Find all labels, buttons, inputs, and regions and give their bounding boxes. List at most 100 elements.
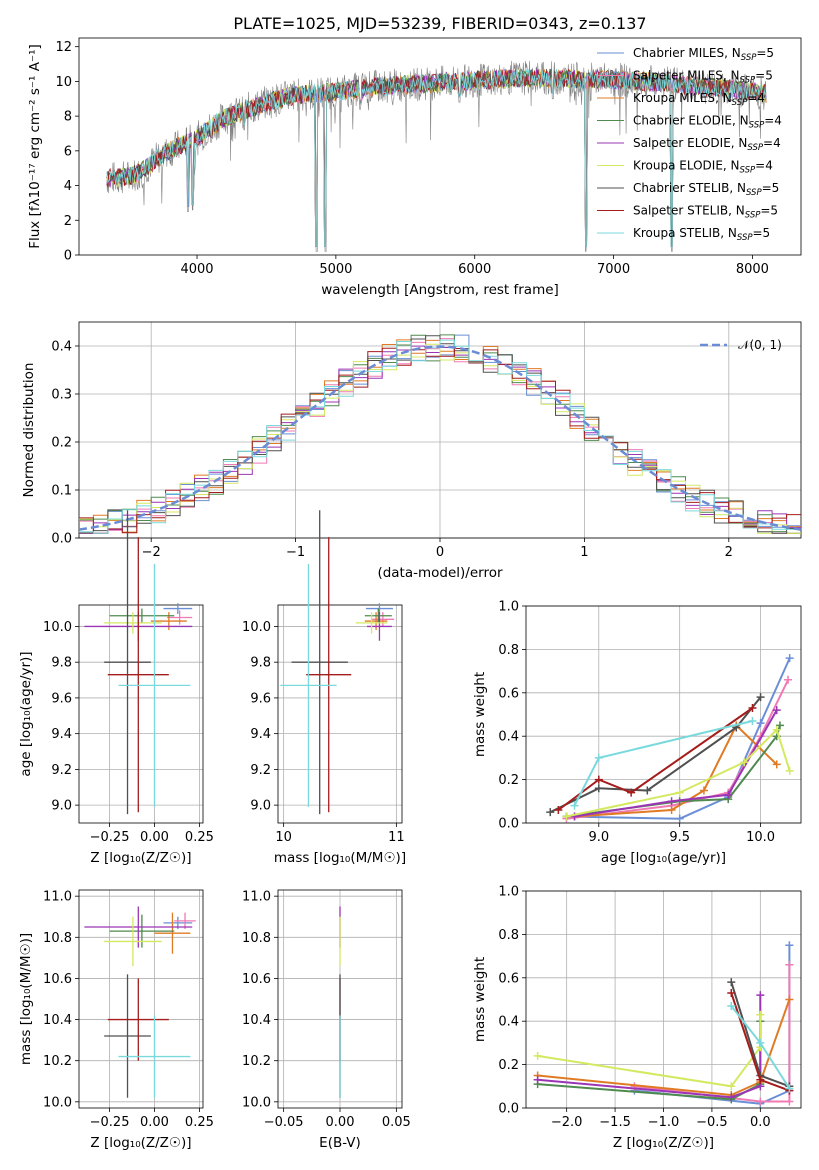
massweight-vs-age-marker-kroupa-elodie	[772, 725, 781, 734]
legend-entry: Salpeter STELIB, NSSP=5	[633, 204, 778, 221]
massweight-vs-Z-marker-kroupa-stelib	[756, 1038, 765, 1047]
age-vs-Z-frame	[78, 604, 204, 824]
massweight-vs-age-marker-chabrier-stelib	[546, 808, 555, 817]
mass-vs-Z-panel: −0.25 0.00 0.25 10.0 10.2 10.4 10.6 10.8 11.0 Z […	[18, 889, 214, 1151]
massweight-vs-age-ytick-label: 1.0	[498, 600, 519, 615]
massweight-vs-age-line-salpeter-elodie	[574, 709, 778, 818]
massweight-vs-age-ylabel: mass weight	[472, 672, 488, 757]
massweight-vs-age-xtick-label: 10.0	[746, 830, 775, 845]
residuals-histogram-salpeter-stelib	[79, 347, 801, 534]
massweight-vs-Z-marker-kroupa-elodie	[727, 1082, 736, 1091]
legend-entry: Kroupa ELODIE, NSSP=4	[633, 159, 773, 176]
residuals-xtick-label: 1	[580, 545, 588, 560]
residuals-ytick-label: 0.3	[51, 388, 72, 403]
massweight-vs-age-marker-chabrier-miles	[756, 719, 765, 728]
massweight-vs-Z-marker-kroupa-elodie	[756, 1010, 765, 1019]
mass-vs-Z-ytick-label: 11.0	[43, 890, 72, 905]
spectrum-xlabel: wavelength [Angstrom, rest frame]	[321, 282, 559, 298]
massweight-vs-Z-ytick-label: 0.4	[498, 1015, 519, 1030]
mass-vs-EBV-ytick-label: 10.2	[242, 1054, 271, 1069]
massweight-vs-age-marker-kroupa-stelib	[748, 717, 757, 726]
legend-entry-subscript: SSP	[740, 166, 756, 176]
residuals-xtick-label: −2	[142, 545, 161, 560]
age-vs-mass-ytick-label: 9.6	[250, 691, 271, 706]
spectrum-ytick-label: 4	[64, 179, 72, 194]
legend-entry-suffix: , N	[723, 69, 740, 83]
massweight-vs-Z-panel: −2.0 −1.5 −1.0 −0.5 0.0 0.0 0.2 0.4 0.6 0.8 1.0 Z […	[472, 885, 802, 1151]
residuals-histogram-kroupa-stelib	[79, 339, 801, 534]
legend-entry-name: Chabrier MILES	[633, 46, 724, 60]
legend-entry-suffix: , N	[720, 226, 737, 240]
legend-entry-name: Chabrier ELODIE	[633, 114, 732, 128]
legend-entry: Kroupa MILES, NSSP=4	[633, 91, 765, 108]
age-vs-mass-ytick-label: 9.8	[250, 656, 271, 671]
mass-vs-EBV-ytick-label: 11.0	[242, 890, 271, 905]
massweight-vs-Z-marker-salpeter-elodie	[533, 1075, 542, 1084]
massweight-vs-age-ytick-label: 0.8	[498, 643, 519, 658]
massweight-vs-Z-marker-salpeter-miles	[756, 1097, 765, 1106]
age-vs-mass-frame	[277, 604, 403, 824]
legend-entry-suffix: , N	[729, 181, 746, 195]
massweight-vs-Z-line-salpeter-elodie	[537, 995, 762, 1099]
legend-entry-subscript: SSP	[741, 53, 757, 63]
legend-entry-name: Salpeter STELIB	[633, 204, 728, 218]
massweight-vs-age-marker-salpeter-elodie	[772, 706, 781, 715]
massweight-vs-age-marker-salpeter-elodie	[667, 797, 676, 806]
massweight-vs-Z-marker-chabrier-stelib	[727, 978, 736, 987]
massweight-vs-Z-marker-salpeter-stelib	[727, 988, 736, 997]
legend-entry-name: Kroupa ELODIE	[633, 159, 723, 173]
residuals-ytick-label: 0.2	[51, 436, 72, 451]
massweight-vs-Z-ytick-label: 0.0	[498, 1102, 519, 1117]
legend-entry-suffix: , N	[728, 204, 745, 218]
mass-vs-EBV-xlabel: E(B-V)	[319, 1135, 361, 1151]
mass-vs-EBV-xtick-label: 0.00	[326, 1115, 355, 1130]
residuals-ytick-label: 0.0	[51, 532, 72, 547]
age-vs-mass-xtick-label: 11	[388, 830, 405, 845]
residuals-gaussian-curve	[78, 345, 802, 531]
residuals-xlabel: (data-model)/error	[377, 565, 503, 581]
massweight-vs-Z-marker-salpeter-miles	[785, 1097, 794, 1106]
spectrum-panel: 4000 5000 6000 7000 8000 0 2 4 6 8 10 12 wavelength …	[27, 37, 802, 298]
spectrum-ylabel: Flux [fλ10⁻¹⁷ erg cm⁻² s⁻¹ A⁻¹]	[27, 44, 43, 249]
age-vs-mass-ytick-label: 9.4	[250, 727, 271, 742]
age-vs-mass-xlabel: mass [log₁₀(M/M☉)]	[274, 850, 406, 866]
age-vs-Z-ytick-label: 9.2	[51, 763, 72, 778]
residuals-legend-label: 𝒩(0, 1)	[738, 338, 782, 352]
massweight-vs-age-marker-salpeter-miles	[784, 675, 793, 684]
massweight-vs-Z-xtick-label: −2.0	[551, 1115, 583, 1130]
spectrum-model-line-salpeter-stelib	[106, 68, 766, 247]
mass-vs-Z-ytick-label: 10.2	[43, 1054, 72, 1069]
massweight-vs-age-marker-kroupa-miles	[699, 786, 708, 795]
massweight-vs-age-ytick-label: 0.0	[498, 817, 519, 832]
massweight-vs-age-marker-chabrier-stelib	[756, 693, 765, 702]
mass-vs-EBV-ytick-label: 10.6	[242, 972, 271, 987]
massweight-vs-Z-xtick-label: 0.0	[750, 1115, 771, 1130]
massweight-vs-age-frame	[525, 605, 802, 824]
legend-entry: Kroupa STELIB, NSSP=5	[633, 226, 770, 243]
massweight-vs-age-marker-salpeter-stelib	[748, 703, 757, 712]
age-vs-mass-ytick-label: 10.0	[242, 620, 271, 635]
massweight-vs-Z-xtick-label: −0.5	[696, 1115, 728, 1130]
mass-vs-Z-xtick-label: −0.25	[90, 1115, 130, 1130]
legend-entry: Salpeter ELODIE, NSSP=4	[633, 136, 781, 153]
legend-entry-nssp: =5	[753, 226, 771, 240]
massweight-vs-age-marker-kroupa-elodie	[740, 758, 749, 767]
massweight-vs-age-marker-chabrier-elodie	[775, 721, 784, 730]
massweight-vs-Z-marker-kroupa-miles	[785, 995, 794, 1004]
massweight-vs-age-marker-kroupa-stelib	[594, 753, 603, 762]
legend-entry-nssp: =5	[755, 69, 773, 83]
legend-entry: Chabrier MILES, NSSP=5	[633, 46, 774, 63]
figure-title: PLATE=1025, MJD=53239, FIBERID=0343, z=0…	[233, 14, 646, 33]
spectrum-data-line	[106, 60, 767, 252]
legend-entry-nssp: =5	[762, 181, 780, 195]
mass-vs-EBV-ytick-label: 10.4	[242, 1013, 271, 1028]
mass-vs-Z-frame	[78, 889, 204, 1109]
residuals-histogram-kroupa-elodie	[79, 343, 801, 534]
mass-vs-EBV-ytick-label: 10.0	[242, 1095, 271, 1110]
massweight-vs-Z-marker-kroupa-stelib	[727, 1002, 736, 1011]
legend-entry-nssp: =5	[760, 204, 778, 218]
mass-vs-Z-ytick-label: 10.6	[43, 972, 72, 987]
legend-entry-name: Kroupa MILES	[633, 91, 715, 105]
residuals-xtick-label: −1	[286, 545, 305, 560]
legend-entry-suffix: , N	[715, 91, 732, 105]
